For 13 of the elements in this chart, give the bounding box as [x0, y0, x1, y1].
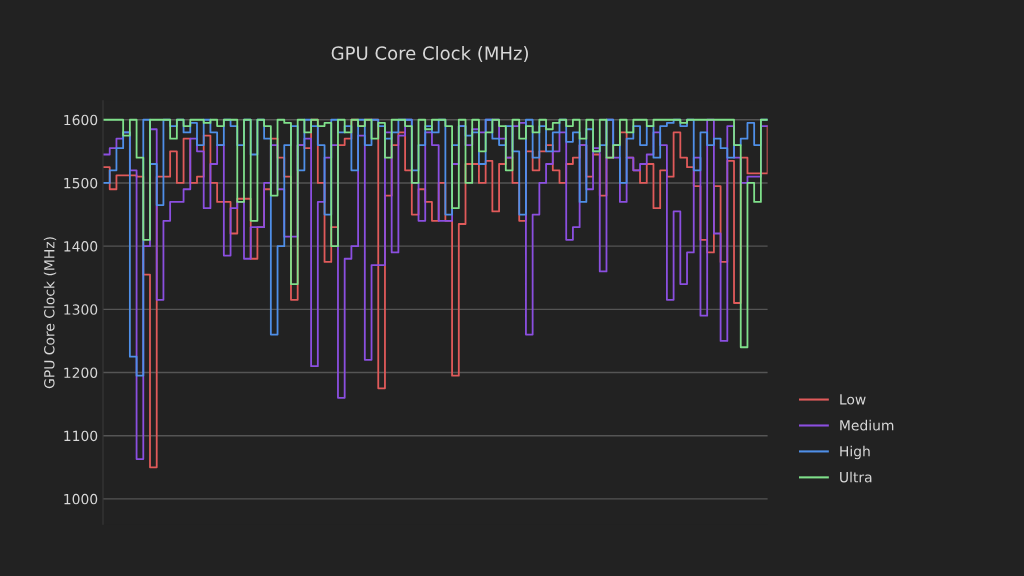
- y-axis-title: GPU Core Clock (MHz): [43, 237, 57, 389]
- y-tick-label: 1300: [64, 304, 98, 315]
- legend-label: Medium: [840, 419, 894, 431]
- y-tick-label: 1600: [64, 114, 98, 126]
- y-tick-label: 1100: [64, 430, 98, 442]
- chart-title: GPU Core Clock (MHz): [331, 45, 528, 63]
- y-tick-label: 1000: [64, 493, 98, 505]
- y-tick-label: 1200: [64, 367, 98, 378]
- legend-label: High: [840, 445, 870, 460]
- y-tick-label: 1400: [64, 241, 98, 252]
- legend-label: Ultra: [840, 471, 872, 483]
- legend-label: Low: [840, 394, 866, 405]
- y-tick-label: 1500: [64, 177, 98, 189]
